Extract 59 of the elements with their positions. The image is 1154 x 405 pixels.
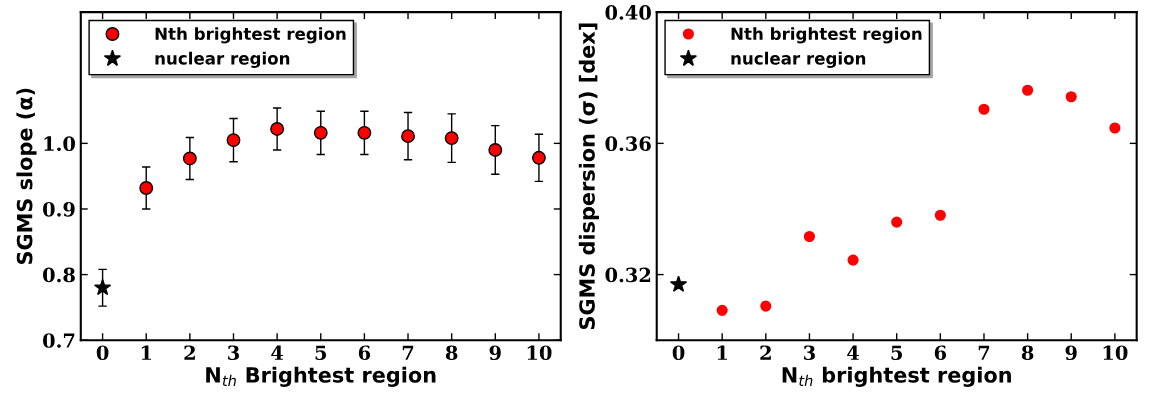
x-tick-label: 7 — [978, 345, 990, 360]
x-tick-label: 0 — [96, 345, 109, 361]
x-tick-label: 9 — [1065, 345, 1077, 361]
x-tick-label: 3 — [228, 345, 240, 361]
x-tick-label: 2 — [760, 345, 771, 360]
point — [716, 304, 728, 316]
point — [1022, 84, 1034, 96]
x-tick-label: 7 — [402, 345, 414, 360]
y-tick-label: 1.0 — [44, 136, 76, 152]
y-axis-title: SGMS slope (α) — [16, 88, 37, 264]
y-tick-label: 0.32 — [605, 267, 651, 283]
x-tick-label: 8 — [1021, 345, 1034, 361]
x-tick-label: 9 — [489, 345, 501, 361]
point — [226, 133, 241, 148]
point — [270, 121, 285, 136]
point — [847, 254, 859, 266]
y-tick-label: 0.40 — [605, 5, 651, 20]
x-tick-label: 8 — [445, 345, 458, 361]
legend-label: nuclear region — [155, 51, 290, 68]
point — [139, 181, 154, 195]
y-tick-label: 0.7 — [43, 333, 75, 348]
x-tick-label: 2 — [184, 345, 195, 360]
y-tick-label: 0.36 — [605, 136, 651, 152]
point — [803, 230, 816, 243]
point — [1065, 91, 1077, 103]
x-tick-label: 10 — [1103, 345, 1128, 361]
x-tick-label: 3 — [804, 345, 815, 361]
x-tick-label: 4 — [271, 345, 284, 360]
x-axis-title: N$_{th}$ brightest region — [782, 366, 1011, 387]
y-axis-title: SGMS dispersion (σ) [dex] — [578, 23, 599, 330]
x-tick-label: 1 — [717, 345, 728, 360]
point — [313, 125, 328, 140]
point — [669, 275, 688, 292]
x-tick-label: 5 — [315, 345, 327, 361]
legend-label: Nth brightest region — [155, 27, 346, 44]
point — [401, 129, 415, 144]
point — [1109, 122, 1121, 134]
point — [488, 142, 503, 157]
x-tick-label: 4 — [847, 345, 860, 360]
x-tick-label: 6 — [358, 345, 371, 361]
x-tick-label: 1 — [141, 345, 152, 360]
x-tick-label: 0 — [672, 345, 685, 361]
legend-label: nuclear region — [731, 51, 866, 68]
point — [93, 278, 112, 296]
point — [934, 209, 946, 221]
point — [531, 150, 546, 165]
point — [760, 300, 772, 312]
point — [182, 151, 197, 166]
y-tick-label: 0.9 — [43, 201, 75, 217]
point — [978, 103, 990, 115]
point — [444, 131, 459, 146]
x-tick-label: 10 — [527, 345, 552, 361]
x-tick-label: 6 — [934, 345, 947, 361]
x-tick-label: 5 — [891, 345, 902, 361]
legend-label: Nth brightest region — [731, 27, 922, 44]
x-axis-title: N$_{th}$ Brightest region — [206, 366, 436, 387]
y-tick-label: 0.8 — [43, 267, 75, 283]
point — [357, 125, 372, 140]
point — [891, 216, 903, 228]
